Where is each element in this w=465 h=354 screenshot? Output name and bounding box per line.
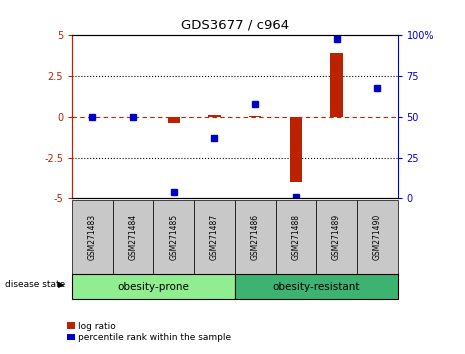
Bar <box>113 200 153 274</box>
Text: GSM271487: GSM271487 <box>210 214 219 260</box>
Text: GSM271489: GSM271489 <box>332 214 341 260</box>
Bar <box>331 53 343 117</box>
Bar <box>249 116 261 117</box>
Title: GDS3677 / c964: GDS3677 / c964 <box>181 18 289 32</box>
Text: obesity-resistant: obesity-resistant <box>272 282 360 292</box>
Bar <box>357 200 398 274</box>
Bar <box>194 200 235 274</box>
Bar <box>168 117 180 123</box>
Text: obesity-prone: obesity-prone <box>118 282 189 292</box>
Text: disease state: disease state <box>5 280 65 290</box>
Bar <box>208 115 220 117</box>
Text: GSM271486: GSM271486 <box>251 214 259 260</box>
Text: GSM271488: GSM271488 <box>292 214 300 260</box>
Bar <box>72 274 235 299</box>
Bar <box>72 200 113 274</box>
Bar <box>275 200 316 274</box>
Bar <box>235 200 275 274</box>
Bar <box>290 117 302 182</box>
Text: GSM271483: GSM271483 <box>88 214 97 260</box>
Text: GSM271485: GSM271485 <box>169 214 178 260</box>
Text: GSM271484: GSM271484 <box>129 214 138 260</box>
Bar <box>153 200 194 274</box>
Bar <box>235 274 398 299</box>
Legend: log ratio, percentile rank within the sample: log ratio, percentile rank within the sa… <box>67 322 231 342</box>
Bar <box>316 200 357 274</box>
Text: GSM271490: GSM271490 <box>373 214 382 260</box>
